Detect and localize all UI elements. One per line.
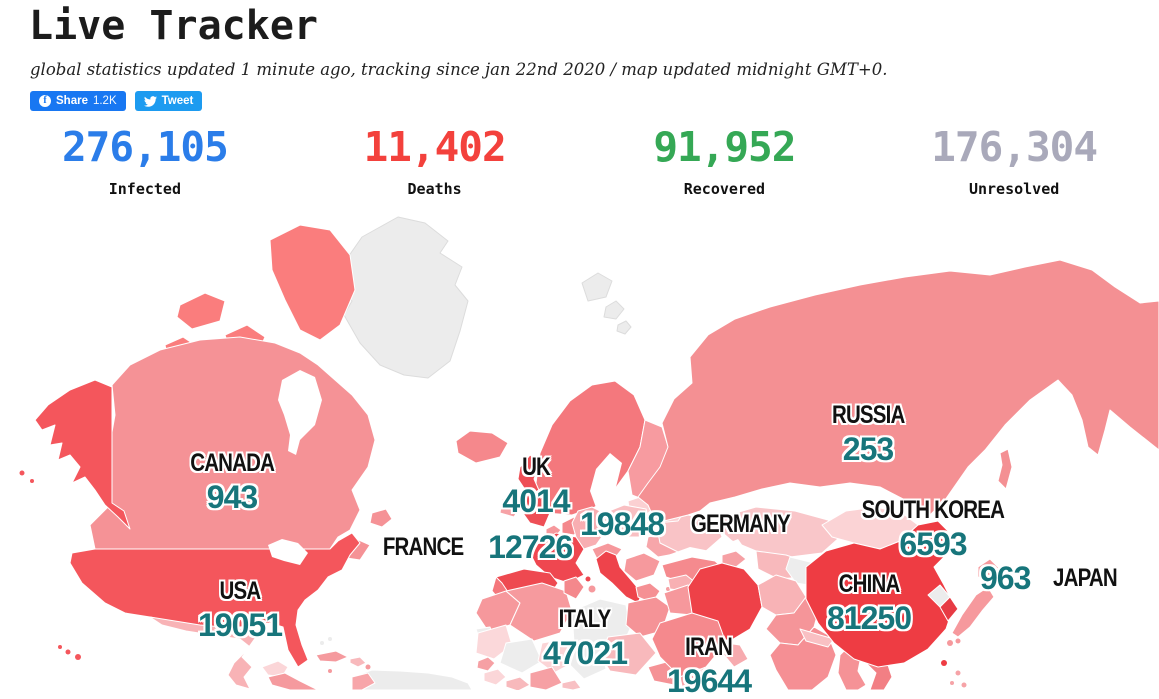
- unresolved-label: Unresolved: [968, 180, 1060, 198]
- recovered-value: 91,952: [653, 123, 796, 171]
- world-map[interactable]: CANADA 943 USA 19051 UK 4014 FRANCE 1272…: [0, 215, 1159, 697]
- country-algeria: [505, 582, 573, 642]
- country-uk: [517, 454, 551, 528]
- tweet-label: Tweet: [161, 95, 194, 107]
- stat-infected: 276,105 Infected: [0, 124, 290, 198]
- infected-value: 276,105: [61, 123, 229, 171]
- country-scandinavia: [535, 380, 646, 516]
- page-subtitle: global statistics updated 1 minute ago, …: [30, 60, 888, 79]
- unresolved-value: 176,304: [931, 123, 1098, 171]
- map-region-iceland[interactable]: [455, 430, 509, 464]
- country-saudi-arabia: [651, 612, 727, 678]
- facebook-share-button[interactable]: f Share 1.2K: [30, 91, 126, 111]
- country-france: [529, 532, 585, 584]
- map-region-south-america[interactable]: [351, 669, 473, 690]
- map-region-north-america[interactable]: [19, 224, 393, 690]
- global-stats: 276,105 Infected 11,402 Deaths 91,952 Re…: [0, 124, 1159, 198]
- map-region-asia[interactable]: [637, 259, 1159, 690]
- country-ukraine: [655, 514, 723, 554]
- country-kazakhstan: [715, 506, 841, 558]
- page-title: Live Tracker: [29, 3, 318, 49]
- country-usa: [69, 532, 361, 668]
- country-china: [805, 520, 955, 668]
- stat-unresolved: 176,304 Unresolved: [869, 124, 1159, 198]
- facebook-share-count: 1.2K: [92, 95, 117, 107]
- country-russia: [637, 259, 1159, 524]
- tweet-button[interactable]: Tweet: [134, 91, 203, 111]
- deaths-value: 11,402: [363, 123, 507, 171]
- facebook-share-label: Share: [56, 95, 88, 107]
- country-arctic-canada: [269, 224, 356, 341]
- infected-label: Infected: [108, 180, 181, 198]
- choropleth-map[interactable]: [0, 215, 1159, 690]
- country-mexico: [149, 616, 257, 690]
- country-south-korea: [939, 596, 959, 622]
- country-japan: [977, 558, 1001, 582]
- map-region-greenland[interactable]: [337, 216, 632, 379]
- recovered-label: Recovered: [683, 180, 766, 198]
- share-buttons: f Share 1.2K Tweet: [30, 91, 203, 111]
- country-canada: [89, 336, 376, 550]
- facebook-icon: f: [39, 95, 51, 107]
- deaths-label: Deaths: [407, 180, 462, 198]
- country-alaska: [34, 379, 131, 530]
- stat-recovered: 91,952 Recovered: [580, 124, 870, 198]
- stat-deaths: 11,402 Deaths: [290, 124, 580, 198]
- country-ireland: [499, 490, 523, 518]
- twitter-bird-icon: [143, 95, 157, 107]
